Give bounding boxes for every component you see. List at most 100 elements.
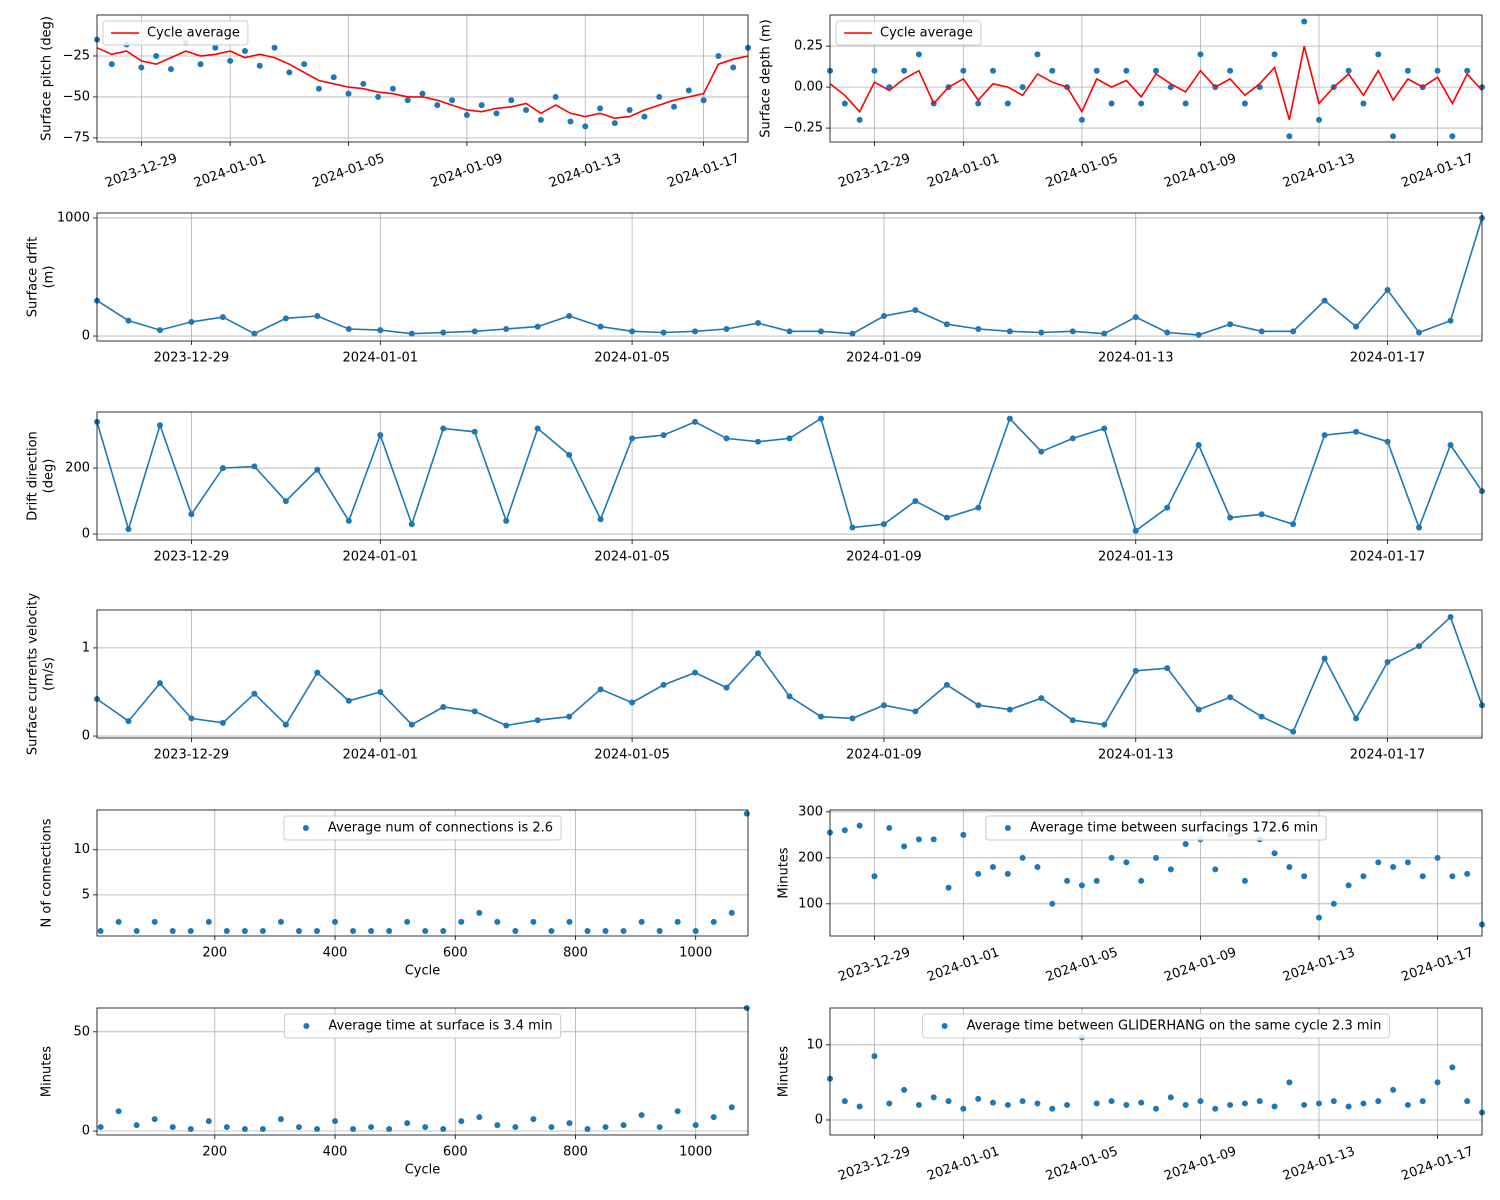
data-point <box>723 325 730 332</box>
data-point <box>1132 667 1139 674</box>
data-point <box>534 323 541 330</box>
data-point <box>629 435 636 442</box>
data-point <box>1464 67 1471 74</box>
data-point <box>314 466 321 473</box>
data-point <box>187 1126 194 1133</box>
data-point <box>1241 877 1248 884</box>
y-axis-label: Minutes <box>777 847 792 898</box>
data-point <box>125 718 132 725</box>
x-tick-label: 2024-01-17 <box>1399 945 1475 985</box>
axes-frame <box>829 809 1483 937</box>
data-point <box>377 432 384 439</box>
data-point <box>386 927 393 934</box>
data-point <box>360 80 367 87</box>
data-point <box>841 827 848 834</box>
data-point <box>960 67 967 74</box>
legend: Average num of connections is 2.6 <box>283 815 562 841</box>
data-point <box>945 884 952 891</box>
data-point <box>674 918 681 925</box>
data-point <box>856 822 863 829</box>
data-point <box>1286 864 1293 871</box>
legend-label: Average time at surface is 3.4 min <box>328 1019 552 1034</box>
data-point <box>1064 1101 1071 1108</box>
data-point <box>901 67 908 74</box>
data-point <box>295 927 302 934</box>
data-point <box>1227 514 1234 521</box>
y-axis-label: Drift direction <box>26 431 41 521</box>
data-point <box>156 327 163 334</box>
x-tick-label: 2024-01-05 <box>594 550 670 565</box>
data-point <box>597 105 604 112</box>
data-point <box>901 1086 908 1093</box>
data-point <box>1182 100 1189 107</box>
data-point <box>1167 1094 1174 1101</box>
data-point <box>1227 694 1234 701</box>
data-point <box>1416 643 1423 650</box>
data-point <box>1416 329 1423 336</box>
data-point <box>512 1124 519 1131</box>
data-point <box>1434 1079 1441 1086</box>
data-point <box>975 702 982 709</box>
x-tick-label: 2024-01-01 <box>925 945 1001 985</box>
panel: 2023-12-29 2024-01-01 2024-01-05 2024-01-09… <box>26 411 1485 565</box>
data-point <box>1330 900 1337 907</box>
data-point <box>1123 1101 1130 1108</box>
data-point <box>188 715 195 722</box>
data-point <box>1064 877 1071 884</box>
data-point <box>530 918 537 925</box>
panel: 2023-12-29 2024-01-01 2024-01-05 2024-01-09… <box>777 1007 1485 1184</box>
data-point <box>1241 100 1248 107</box>
data-point <box>1290 328 1297 335</box>
data-point <box>1138 100 1145 107</box>
data-point <box>912 708 919 715</box>
data-point <box>345 90 352 97</box>
data-point <box>408 330 415 337</box>
x-tick-label: 2024-01-05 <box>1044 151 1120 191</box>
data-point <box>786 435 793 442</box>
data-point <box>169 927 176 934</box>
data-point <box>1419 1098 1426 1105</box>
y-tick-label: −25 <box>63 48 90 63</box>
data-point <box>1038 448 1045 455</box>
x-tick-label: 2024-01-01 <box>192 151 268 191</box>
plot-area <box>97 213 1482 341</box>
data-point <box>849 715 856 722</box>
data-point <box>1019 1098 1026 1105</box>
x-tick-label: 2024-01-01 <box>343 748 419 763</box>
data-point <box>256 62 263 69</box>
data-point <box>1449 1064 1456 1071</box>
data-point <box>188 318 195 325</box>
legend-swatch <box>302 825 309 831</box>
y-axis-label: (deg) <box>42 459 57 494</box>
data-point <box>1167 84 1174 91</box>
data-point <box>1447 614 1454 621</box>
data-point <box>871 67 878 74</box>
data-point <box>1258 511 1265 518</box>
data-point <box>523 107 530 114</box>
data-point <box>660 329 667 336</box>
data-point <box>1227 67 1234 74</box>
x-tick-label: 2024-01-17 <box>1350 748 1426 763</box>
data-point <box>1153 67 1159 74</box>
data-point <box>1447 441 1454 448</box>
data-point <box>656 93 663 100</box>
data-point <box>404 1120 411 1127</box>
data-point <box>1227 1101 1234 1108</box>
axes-frame <box>96 14 749 143</box>
data-point <box>368 927 375 934</box>
y-tick-label: 10 <box>806 1037 823 1052</box>
data-point <box>1316 116 1322 123</box>
data-point <box>295 1124 302 1131</box>
y-axis-label: Minutes <box>777 1046 792 1097</box>
x-tick-label: 200 <box>202 946 227 961</box>
legend-box <box>985 815 1327 841</box>
data-point <box>1390 133 1397 140</box>
data-point <box>332 918 339 925</box>
data-point <box>975 870 982 877</box>
x-tick-label: 2024-01-09 <box>846 550 922 565</box>
data-point <box>1353 323 1360 330</box>
x-tick-label: 200 <box>202 1145 227 1160</box>
data-point <box>1345 1103 1352 1110</box>
data-point <box>219 314 226 321</box>
data-point <box>368 1124 375 1131</box>
